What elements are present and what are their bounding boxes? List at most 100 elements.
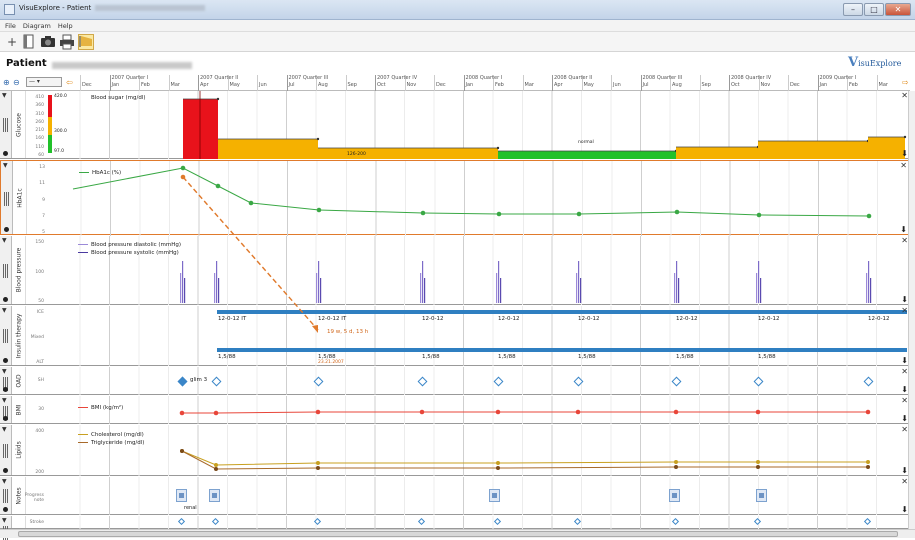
lipids-legend-text: Triglyceride (mg/dl)	[91, 440, 145, 446]
redacted-patient-info	[52, 62, 192, 69]
glucose-point	[316, 137, 320, 141]
vertical-scrollbar[interactable]	[908, 91, 915, 531]
drag-grip-icon[interactable]	[4, 191, 9, 206]
bp-bar	[180, 273, 182, 303]
glucose-step	[498, 151, 676, 159]
close-window-button[interactable]: ✕	[885, 3, 911, 16]
zoom-in-icon[interactable]: ⊕	[3, 78, 10, 87]
lane-arrow-icon[interactable]: ⬇	[901, 356, 908, 365]
bmi-line	[182, 411, 868, 414]
remove-lane-icon[interactable]: ✕	[901, 91, 908, 100]
glucose-band-label: 126-200	[347, 152, 366, 157]
maximize-button[interactable]: □	[864, 3, 884, 16]
lane-handle[interactable]: ▼	[0, 236, 12, 304]
month-label: Mar	[170, 82, 180, 88]
tooltip-duration: 19 w, 5 d, 13 h	[327, 329, 369, 335]
bp-bar	[424, 278, 426, 303]
month-tick	[316, 75, 317, 91]
note-icon[interactable]	[756, 489, 767, 502]
month-label: Nov	[406, 82, 417, 88]
collapse-triangle-icon[interactable]: ▼	[2, 237, 7, 244]
lane-arrow-icon[interactable]: ⬇	[901, 385, 908, 394]
drag-grip-icon[interactable]	[3, 377, 8, 391]
document-icon[interactable]	[21, 34, 37, 50]
triglyceride-point	[496, 466, 500, 470]
month-tick	[552, 75, 553, 91]
remove-lane-icon[interactable]: ✕	[901, 367, 908, 376]
bmi-point	[495, 409, 501, 415]
note-icon[interactable]	[209, 489, 220, 502]
remove-lane-icon[interactable]: ✕	[900, 161, 907, 170]
month-label: Dec	[82, 82, 92, 88]
drag-grip-icon[interactable]	[3, 406, 8, 420]
lane-glucose: ▼ Glucose 410 360 310 260 210 160 110 60 ✕ ⬇ 420.0 30…	[0, 91, 910, 159]
scroll-right-icon[interactable]: ⇨	[902, 78, 909, 87]
lane-arrow-icon[interactable]: ⬇	[901, 295, 908, 304]
collapse-triangle-icon[interactable]: ▼	[2, 307, 7, 314]
remove-lane-icon[interactable]: ✕	[901, 477, 908, 486]
lane-handle[interactable]: ▼	[0, 91, 12, 158]
note-icon[interactable]	[669, 489, 680, 502]
zoom-select[interactable]: — ▾	[26, 77, 62, 87]
remove-lane-icon[interactable]: ✕	[901, 236, 908, 245]
remove-lane-icon[interactable]: ✕	[901, 396, 908, 405]
horizontal-scrollbar[interactable]	[0, 529, 915, 538]
menu-diagram[interactable]: Diagram	[22, 22, 51, 30]
lane-handle[interactable]: ▼	[1, 161, 13, 234]
collapse-triangle-icon[interactable]: ▼	[3, 162, 8, 169]
lane-arrow-icon[interactable]: ⬇	[901, 149, 908, 158]
scroll-thumb[interactable]	[18, 531, 898, 537]
remove-lane-icon[interactable]: ✕	[901, 425, 908, 434]
collapse-triangle-icon[interactable]: ▼	[2, 517, 7, 524]
lane-handle[interactable]: ▼	[0, 396, 12, 423]
glucose-point	[216, 97, 220, 101]
collapse-triangle-icon[interactable]: ▼	[2, 92, 7, 99]
y-axis-label: SH	[37, 378, 44, 383]
minimize-button[interactable]: –	[843, 3, 863, 16]
lane-arrow-icon[interactable]: ⬇	[900, 225, 907, 234]
scroll-left-icon[interactable]: ⇦	[66, 78, 73, 87]
bmi-point	[179, 410, 185, 416]
remove-lane-icon[interactable]: ✕	[901, 306, 908, 315]
camera-icon[interactable]	[40, 34, 56, 50]
month-tick	[404, 75, 406, 91]
menu-file[interactable]: File	[5, 22, 16, 30]
collapse-triangle-icon[interactable]: ▼	[2, 368, 7, 375]
collapse-triangle-icon[interactable]: ▼	[2, 397, 7, 404]
chart-icon[interactable]	[78, 34, 94, 50]
month-label: Jan	[819, 82, 828, 88]
month-label: Aug	[672, 82, 682, 88]
y-axis-label: 50	[38, 299, 44, 304]
lane-handle[interactable]: ▼	[0, 425, 12, 475]
lane-arrow-icon[interactable]: ⬇	[901, 414, 908, 423]
y-axis-label: 160	[35, 136, 44, 142]
menu-help[interactable]: Help	[57, 22, 73, 30]
lane-handle[interactable]: ▼	[0, 477, 12, 514]
window-title-text: VisuExplore - Patient	[19, 4, 92, 12]
bmi-point	[419, 409, 425, 415]
lane-arrow-icon[interactable]: ⬇	[901, 466, 908, 475]
collapse-triangle-icon[interactable]: ▼	[2, 426, 7, 433]
lane-handle[interactable]: ▼	[0, 367, 12, 394]
collapse-triangle-icon[interactable]: ▼	[2, 478, 7, 485]
drag-grip-icon[interactable]	[3, 443, 8, 458]
note-icon[interactable]	[176, 489, 187, 502]
scale-high	[48, 95, 52, 117]
zoom-out-icon[interactable]: ⊖	[13, 78, 20, 87]
month-label: Sep	[347, 82, 357, 88]
y-axis-label: 60	[38, 153, 44, 158]
printer-icon[interactable]	[59, 34, 75, 50]
drag-grip-icon[interactable]	[3, 489, 8, 503]
note-icon[interactable]	[489, 489, 500, 502]
lane-handle[interactable]: ▼	[0, 306, 12, 365]
drag-grip-icon[interactable]	[3, 263, 8, 278]
y-axis-label: 110	[35, 144, 44, 150]
drag-grip-icon[interactable]	[3, 118, 8, 132]
lane-dot-icon	[3, 358, 8, 363]
glucose-step	[868, 137, 905, 159]
plus-icon[interactable]: +	[6, 35, 18, 49]
lane-arrow-icon[interactable]: ⬇	[901, 505, 908, 514]
lane-title: Notes	[12, 477, 26, 514]
drag-grip-icon[interactable]	[3, 329, 8, 343]
cholesterol-point	[214, 463, 218, 467]
